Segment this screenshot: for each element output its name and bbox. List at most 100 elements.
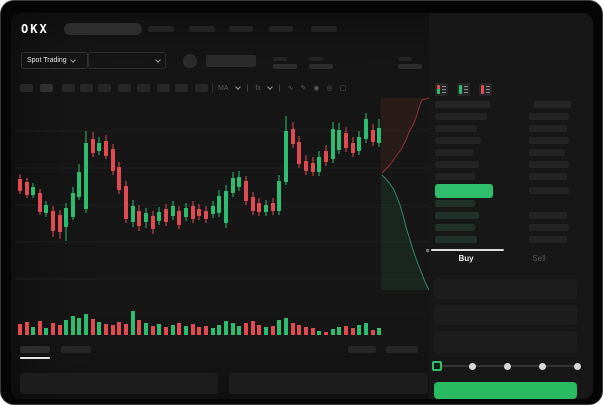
timeframe-button[interactable] [40, 84, 53, 92]
candle-body [97, 143, 101, 151]
rows-glyph [464, 85, 468, 94]
ask-row-amount[interactable] [529, 125, 567, 132]
bid-row-price[interactable] [435, 224, 475, 231]
candle-body [171, 206, 175, 216]
fullscreen-icon[interactable]: ▢ [339, 85, 347, 92]
orders-filter-item[interactable] [386, 346, 418, 353]
coin-avatar[interactable] [183, 54, 197, 68]
pair-selector-dropdown[interactable] [88, 52, 166, 69]
orders-tab-1[interactable] [20, 346, 50, 353]
volume-bar [157, 324, 161, 335]
slider-stop[interactable] [469, 363, 476, 370]
okx-logo: OKX [21, 22, 49, 36]
volume-bar [84, 314, 88, 335]
volume-bar [77, 318, 81, 335]
candle-body [277, 181, 281, 211]
trade-form-input-3[interactable] [434, 331, 577, 353]
volume-bar [151, 326, 155, 335]
candle-body [224, 191, 228, 223]
orders-tab-2[interactable] [61, 346, 91, 353]
search-input[interactable] [64, 23, 142, 35]
ask-row-price[interactable] [435, 161, 479, 168]
slider-handle[interactable] [432, 361, 442, 371]
ticker-stat-value [273, 64, 297, 69]
nav-menu-item[interactable] [189, 26, 215, 32]
volume-bar [124, 324, 128, 335]
last-price-pill[interactable] [435, 184, 493, 198]
candlestick-chart[interactable] [15, 97, 435, 297]
bid-row-price[interactable] [435, 212, 479, 219]
candle-body [271, 203, 275, 211]
orders-empty-block [20, 373, 218, 394]
fx-indicator-label[interactable]: fx [255, 84, 261, 92]
volume-bar [297, 325, 301, 335]
volume-bar [344, 326, 348, 335]
nav-menu-item[interactable] [229, 26, 253, 32]
timeframe-button[interactable] [157, 84, 170, 92]
timeframe-button[interactable] [98, 84, 111, 92]
ask-row-amount[interactable] [529, 161, 569, 168]
volume-bar [311, 328, 315, 335]
candle-body [257, 203, 261, 212]
bid-row-price[interactable] [435, 200, 475, 207]
slider-stop[interactable] [504, 363, 511, 370]
candle-body [151, 216, 155, 229]
bid-row-price[interactable] [435, 236, 477, 243]
ask-row-price[interactable] [435, 149, 473, 156]
candle-body [217, 196, 221, 213]
ask-row-price[interactable] [435, 137, 481, 144]
bid-row-amount[interactable] [529, 212, 567, 219]
chart-toolbar: MA | fx | ∿ ✎ ◉ ◎ ▢ [11, 13, 593, 399]
timeframe-button[interactable] [62, 84, 75, 92]
volume-bar [31, 327, 35, 335]
orderbook-view-asks-icon[interactable] [479, 83, 492, 96]
slider-stop[interactable] [574, 363, 581, 370]
chart-settings-icon[interactable]: ◎ [326, 85, 333, 92]
trade-form-input-1[interactable] [434, 279, 577, 299]
ask-row-price[interactable] [435, 173, 475, 180]
ask-row-amount[interactable] [529, 173, 567, 180]
candle-body [244, 181, 248, 201]
buy-submit-button[interactable] [434, 382, 577, 399]
nav-menu-item[interactable] [148, 26, 174, 32]
orderbook-view-bids-icon[interactable] [457, 83, 470, 96]
candle-body [91, 139, 95, 153]
slider-stop[interactable] [539, 363, 546, 370]
ask-row-price[interactable] [435, 113, 487, 120]
bid-row-amount[interactable] [529, 236, 567, 243]
candle-body [58, 215, 62, 232]
ask-row-amount[interactable] [529, 137, 569, 144]
nav-menu-item[interactable] [311, 26, 337, 32]
timeframe-button[interactable] [20, 84, 33, 92]
timeframe-button[interactable] [175, 84, 188, 92]
bid-row-amount[interactable] [529, 224, 569, 231]
volume-bar [171, 325, 175, 335]
ask-row-price[interactable] [435, 125, 477, 132]
tab-buy[interactable]: Buy [458, 254, 474, 263]
timeframe-button[interactable] [195, 84, 208, 92]
snapshot-icon[interactable]: ◉ [313, 85, 320, 92]
tab-sell[interactable]: Sell [532, 254, 546, 263]
line-type-icon[interactable]: ∿ [287, 85, 294, 92]
timeframe-button[interactable] [80, 84, 93, 92]
draw-tool-icon[interactable]: ✎ [300, 85, 307, 92]
timeframe-button[interactable] [118, 84, 131, 92]
navbar: OKX [11, 13, 593, 399]
candle-body [351, 143, 355, 153]
rows-glyph [486, 85, 490, 94]
volume-bar [204, 326, 208, 335]
ask-row-amount[interactable] [529, 149, 565, 156]
ask-row-amount[interactable] [529, 113, 569, 120]
timeframe-button[interactable] [137, 84, 150, 92]
ma-indicator-label[interactable]: MA [218, 84, 229, 92]
market-type-dropdown[interactable]: Spot Trading [21, 52, 88, 69]
orders-filter-item[interactable] [348, 346, 376, 353]
ticker-stat-label [398, 57, 412, 61]
trade-form-input-2[interactable] [434, 305, 577, 325]
volume-bar [264, 327, 268, 335]
volume-bar [244, 323, 248, 335]
rows-glyph [442, 85, 446, 94]
nav-menu-item[interactable] [269, 26, 293, 32]
orderbook-view-both-icon[interactable] [435, 83, 448, 96]
depth-asks-area [381, 98, 429, 173]
